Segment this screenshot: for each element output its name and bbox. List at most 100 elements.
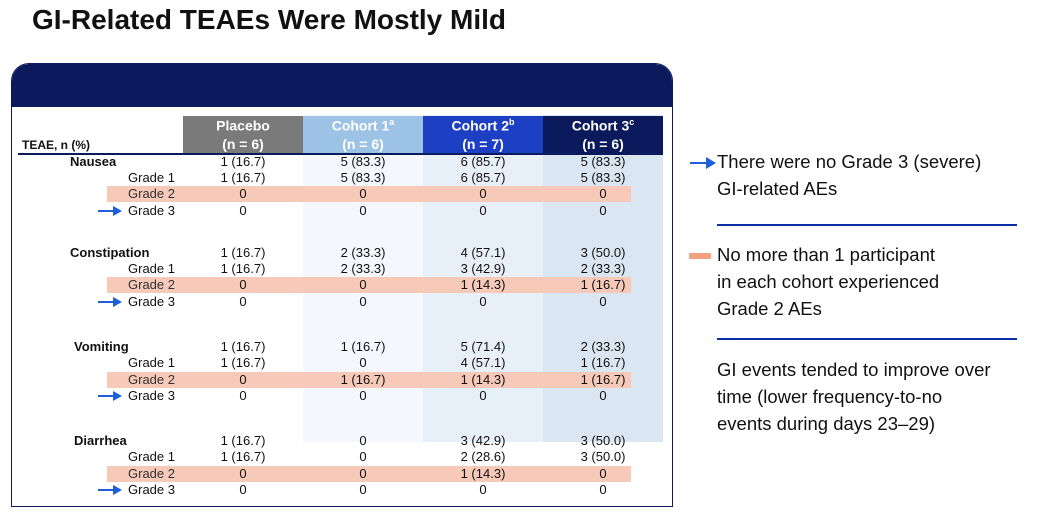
cell: 0 [359, 355, 367, 370]
table-row-grade2: Grade 2 0 1 (16.7) 1 (14.3) 1 (16.7) [22, 372, 662, 388]
table-row-grade2: Grade 2 0 0 1 (14.3) 1 (16.7) [22, 277, 662, 293]
cell: 0 [239, 388, 247, 403]
cell: 5 (83.3) [340, 154, 386, 169]
grade-label: Grade 2 [128, 466, 175, 481]
table-row-diarrhea: Diarrhea 1 (16.7) 0 3 (42.9) 3 (50.0) [22, 433, 662, 449]
cell: 0 [239, 372, 247, 387]
grade2-highlight [107, 372, 631, 388]
cell: 1 (16.7) [580, 372, 626, 387]
cell: 3 (50.0) [580, 245, 626, 260]
grade-label: Grade 2 [128, 372, 175, 387]
bullet-line: There were no Grade 3 (severe) [717, 151, 982, 172]
bullet-line: GI events tended to improve over [717, 359, 991, 380]
cell: 6 (85.7) [460, 170, 506, 185]
slide-title: GI-Related TEAEs Were Mostly Mild [32, 4, 507, 35]
cell: 1 (16.7) [220, 449, 266, 464]
divider [717, 338, 1017, 340]
orange-bar-icon [689, 253, 711, 259]
arrow-right-icon [98, 485, 122, 495]
cell: 1 (16.7) [340, 339, 386, 354]
cell: 0 [359, 482, 367, 497]
table-row-constipation: Constipation 1 (16.7) 2 (33.3) 4 (57.1) … [22, 245, 662, 261]
ae-name: Diarrhea [74, 433, 127, 448]
column-name: Placebo [216, 117, 270, 134]
cell: 3 (50.0) [580, 433, 626, 448]
table-row-grade3: Grade 3 0 0 0 0 [22, 482, 662, 498]
grade2-highlight [107, 466, 631, 482]
row-header-label: TEAE, n (%) [22, 138, 90, 152]
ae-name: Nausea [70, 154, 117, 169]
cell: 4 (57.1) [460, 355, 506, 370]
cell: 0 [239, 203, 247, 218]
column-header-placebo: Placebo (n = 6) [183, 116, 303, 153]
cell: 5 (83.3) [580, 154, 626, 169]
cell: 0 [599, 388, 607, 403]
cell: 5 (83.3) [340, 170, 386, 185]
bullet-line: GI-related AEs [717, 178, 838, 199]
cell: 0 [479, 186, 487, 201]
cell: 1 (16.7) [220, 261, 266, 276]
cell: 0 [599, 186, 607, 201]
column-header-cohort3: Cohort 3c (n = 6) [543, 116, 663, 153]
grade-label: Grade 3 [128, 294, 175, 309]
column-n: (n = 6) [222, 135, 264, 152]
grade2-highlight [107, 186, 631, 202]
cell: 2 (33.3) [580, 339, 626, 354]
grade-label: Grade 3 [128, 388, 175, 403]
column-name: Cohort 2 [451, 117, 510, 134]
cell: 0 [359, 277, 367, 292]
grade-label: Grade 2 [128, 277, 175, 292]
column-n: (n = 6) [582, 135, 624, 152]
cell: 3 (50.0) [580, 449, 626, 464]
cell: 1 (16.7) [580, 355, 626, 370]
cell: 1 (16.7) [340, 372, 386, 387]
ae-name: Vomiting [74, 339, 129, 354]
header-rule [18, 153, 663, 155]
table-row-grade1: Grade 1 1 (16.7) 2 (33.3) 3 (42.9) 2 (33… [22, 261, 662, 277]
grade-label: Grade 2 [128, 186, 175, 201]
column-header-cohort2: Cohort 2b (n = 7) [423, 116, 543, 153]
grade-label: Grade 1 [128, 449, 175, 464]
column-n: (n = 6) [342, 135, 384, 152]
arrow-right-icon [98, 297, 122, 307]
cell: 2 (28.6) [460, 449, 506, 464]
cell: 1 (14.3) [460, 277, 506, 292]
cell: 1 (16.7) [580, 277, 626, 292]
cell: 0 [479, 388, 487, 403]
table-row-vomiting: Vomiting 1 (16.7) 1 (16.7) 5 (71.4) 2 (3… [22, 339, 662, 355]
cell: 6 (85.7) [460, 154, 506, 169]
cell: 0 [239, 186, 247, 201]
grade-label: Grade 3 [128, 482, 175, 497]
arrow-right-icon [98, 206, 122, 216]
cell: 1 (16.7) [220, 355, 266, 370]
cell: 1 (16.7) [220, 433, 266, 448]
cell: 0 [239, 277, 247, 292]
cell: 3 (42.9) [460, 433, 506, 448]
cell: 1 (16.7) [220, 170, 266, 185]
bullet-line: events during days 23–29) [717, 413, 936, 434]
cell: 0 [239, 466, 247, 481]
cell: 2 (33.3) [340, 245, 386, 260]
table-row-grade3: Grade 3 0 0 0 0 [22, 388, 662, 404]
column-footnote: a [389, 117, 395, 127]
arrow-right-icon [98, 391, 122, 401]
table-row-grade2: Grade 2 0 0 0 0 [22, 186, 662, 202]
cell: 0 [599, 466, 607, 481]
grade-label: Grade 1 [128, 355, 175, 370]
grade-label: Grade 1 [128, 261, 175, 276]
cell: 0 [599, 294, 607, 309]
bullet-line: Grade 2 AEs [717, 298, 822, 319]
cell: 1 (14.3) [460, 466, 506, 481]
column-name: Cohort 1 [331, 117, 390, 134]
ae-name: Constipation [70, 245, 150, 260]
divider [717, 224, 1017, 226]
cell: 0 [599, 482, 607, 497]
cell: 0 [359, 203, 367, 218]
column-n: (n = 7) [462, 135, 504, 152]
cell: 1 (16.7) [220, 154, 266, 169]
cell: 3 (42.9) [460, 261, 506, 276]
bullet-line: time (lower frequency-to-no [717, 386, 943, 407]
table-row-grade3: Grade 3 0 0 0 0 [22, 294, 662, 310]
cell: 1 (16.7) [220, 339, 266, 354]
bullet-no-grade3: There were no Grade 3 (severe) GI-relate… [717, 148, 981, 202]
